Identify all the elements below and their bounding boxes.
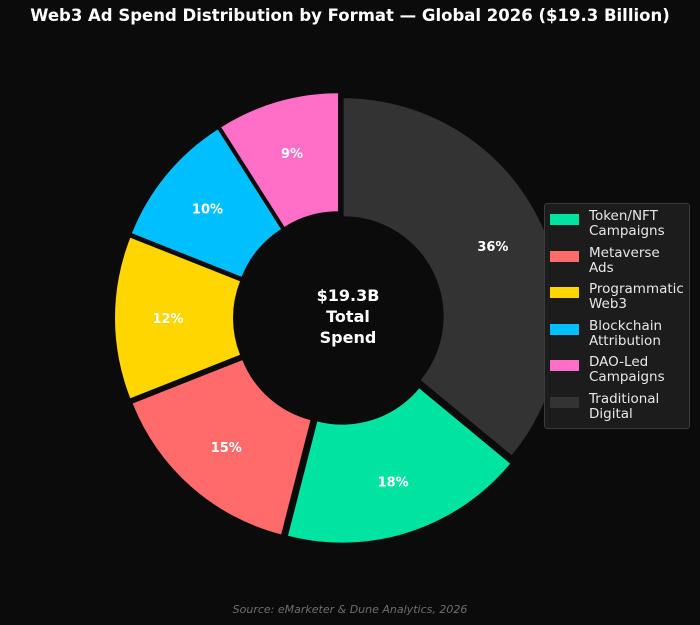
center-label-total: Total — [326, 307, 370, 326]
slice-label-blockchain-attribution: 10% — [192, 202, 223, 217]
legend-label: Metaverse Ads — [589, 244, 660, 276]
source-note: Source: eMarketer & Dune Analytics, 2026 — [232, 603, 468, 616]
legend-swatch — [550, 396, 579, 408]
chart-title: Web3 Ad Spend Distribution by Format — G… — [30, 6, 670, 25]
slice-label-traditional-digital: 36% — [477, 240, 508, 255]
legend-swatch — [550, 250, 579, 262]
legend-item-programmatic: Programmatic Web3 — [550, 282, 689, 319]
legend-label: Traditional Digital — [589, 390, 660, 422]
legend-item-traditional: Traditional Digital — [550, 390, 689, 429]
legend-item-dao: DAO-Led Campaigns — [550, 355, 689, 392]
slice-label-dao-led-campaigns: 9% — [281, 147, 303, 162]
legend-label: Blockchain Attribution — [589, 317, 663, 349]
legend-label: DAO-Led Campaigns — [589, 354, 665, 386]
legend-label: Token/NFT Campaigns — [589, 208, 665, 239]
slice-dao-led-campaigns — [221, 93, 339, 227]
legend-swatch — [550, 323, 579, 335]
slice-label-token-nft-campaigns: 18% — [378, 476, 409, 491]
legend-item-metaverse: Metaverse Ads — [550, 244, 689, 283]
slice-token-nft-campaigns — [287, 388, 511, 543]
legend-item-blockchain: Blockchain Attribution — [550, 317, 689, 356]
center-label-spend: Spend — [320, 328, 377, 347]
slice-programmatic-web3 — [115, 237, 241, 399]
slice-traditional-digital — [343, 98, 562, 456]
slice-blockchain-attribution — [131, 129, 282, 277]
slice-label-programmatic-web3: 12% — [152, 312, 183, 327]
slice-metaverse-ads — [132, 360, 311, 535]
legend-swatch — [550, 360, 579, 372]
legend-label: Programmatic Web3 — [589, 281, 684, 313]
legend-swatch — [550, 214, 579, 225]
legend-item-token-nft: Token/NFT Campaigns — [550, 209, 689, 246]
legend-swatch — [550, 287, 579, 299]
center-label-amount: $19.3B — [317, 286, 380, 305]
legend: Token/NFT Campaigns Metaverse Ads Programm… — [544, 203, 690, 429]
slice-label-metaverse-ads: 15% — [211, 441, 242, 456]
